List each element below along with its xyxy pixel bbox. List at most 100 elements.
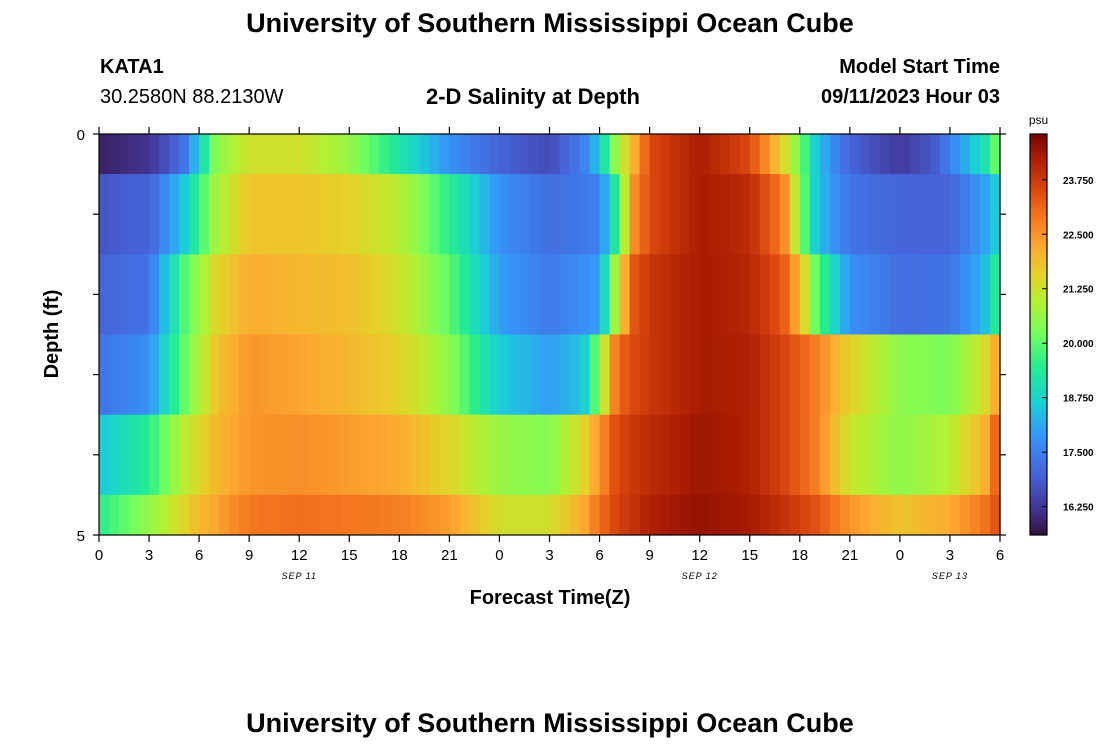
heatmap-cell xyxy=(499,254,511,335)
heatmap-cell xyxy=(179,494,190,536)
heatmap-cell xyxy=(749,414,761,496)
heatmap-cell xyxy=(969,414,981,496)
heatmap-cell xyxy=(139,134,150,175)
heatmap-cell xyxy=(949,494,961,536)
heatmap-cell xyxy=(969,494,981,536)
colorbar-tick-label: 21.250 xyxy=(1063,285,1094,296)
colorbar-segment xyxy=(1030,418,1047,422)
heatmap-cell xyxy=(649,174,661,255)
heatmap-cell xyxy=(729,254,741,335)
heatmap-cell xyxy=(479,494,491,536)
heatmap-cell xyxy=(849,494,861,536)
heatmap-cell xyxy=(359,494,370,536)
heatmap-cell xyxy=(189,254,200,335)
heatmap-cell xyxy=(619,174,631,255)
heatmap-cell xyxy=(389,494,400,536)
heatmap-cell xyxy=(689,334,701,416)
heatmap-cell xyxy=(499,174,511,255)
heatmap-cell xyxy=(679,414,691,496)
colorbar-segment xyxy=(1030,431,1047,436)
heatmap-cell xyxy=(879,494,891,536)
colorbar-segment xyxy=(1030,444,1047,449)
heatmap-cell xyxy=(399,334,410,416)
heatmap-cell xyxy=(589,134,601,175)
heatmap-cell xyxy=(309,494,320,536)
heatmap-cell xyxy=(769,254,781,335)
heatmap-cell xyxy=(569,334,581,416)
heatmap-cell xyxy=(659,494,671,536)
heatmap-cell xyxy=(659,254,671,335)
heatmap-cell xyxy=(249,334,260,416)
colorbar-tick-label: 23.750 xyxy=(1063,176,1094,187)
heatmap-cell xyxy=(839,254,851,335)
colorbar-segment xyxy=(1030,501,1047,506)
colorbar-segment xyxy=(1030,411,1047,416)
colorbar-segment xyxy=(1030,387,1047,392)
heatmap-cell xyxy=(799,414,811,496)
colorbar-segment xyxy=(1030,204,1047,209)
colorbar-segment xyxy=(1030,144,1047,148)
colorbar-segment xyxy=(1030,531,1047,536)
heatmap-cell xyxy=(769,174,781,255)
heatmap-cell xyxy=(329,414,340,496)
heatmap-cell xyxy=(269,494,280,536)
heatmap-cell xyxy=(269,254,280,335)
heatmap-cell xyxy=(209,254,220,335)
heatmap-cell xyxy=(799,174,811,255)
colorbar-segment xyxy=(1030,341,1047,346)
heatmap-cell xyxy=(929,254,941,335)
heatmap-cell xyxy=(919,254,931,335)
heatmap-cell xyxy=(729,334,741,416)
colorbar-segment xyxy=(1030,184,1047,188)
heatmap-cell xyxy=(589,174,601,255)
heatmap-cell xyxy=(229,494,240,536)
heatmap-cell xyxy=(519,254,531,335)
heatmap-cell xyxy=(609,134,621,175)
heatmap-cell xyxy=(249,134,260,175)
heatmap-cell xyxy=(769,494,781,536)
heatmap-cell xyxy=(549,254,561,335)
heatmap-cell xyxy=(579,494,591,536)
heatmap-cell xyxy=(599,134,611,175)
heatmap-cell xyxy=(369,334,380,416)
heatmap-cell xyxy=(239,494,250,536)
heatmap-cell xyxy=(599,254,611,335)
heatmap-cell xyxy=(939,334,951,416)
model-start-label: Model Start Time xyxy=(839,56,1000,78)
heatmap-cell xyxy=(299,254,310,335)
heatmap-cell xyxy=(779,254,791,335)
heatmap-cell xyxy=(459,494,471,536)
colorbar-segment xyxy=(1030,494,1047,499)
heatmap-cell xyxy=(419,254,430,335)
heatmap-cell xyxy=(789,254,801,335)
heatmap-cell xyxy=(869,334,881,416)
heatmap-cell xyxy=(839,134,851,175)
heatmap-cell xyxy=(959,174,971,255)
heatmap-cell xyxy=(569,494,581,536)
heatmap-cell xyxy=(679,254,691,335)
colorbar-segment xyxy=(1030,471,1047,476)
plot-axes: 0 3 6 9 12 15 18 21 0 3 6 9 12 15 18 21 0 3 6 SEP 11 SEP 12 S… xyxy=(77,127,1006,581)
heatmap-cell xyxy=(769,134,781,175)
heatmap-cell xyxy=(859,334,871,416)
heatmap-cell xyxy=(179,334,190,416)
heatmap-cell xyxy=(249,254,260,335)
heatmap-cell xyxy=(299,174,310,255)
colorbar-segment xyxy=(1030,240,1047,245)
heatmap-cell xyxy=(829,174,841,255)
heatmap-cell xyxy=(739,414,751,496)
colorbar-segment xyxy=(1030,260,1047,265)
heatmap-cell xyxy=(379,414,390,496)
heatmap-cell xyxy=(549,174,561,255)
heatmap-cell xyxy=(879,134,891,175)
colorbar-segment xyxy=(1030,404,1047,409)
heatmap-cell xyxy=(799,494,811,536)
heatmap-cell xyxy=(599,414,611,496)
colorbar-segment xyxy=(1030,250,1047,255)
heatmap-cell xyxy=(449,334,460,416)
colorbar-segment xyxy=(1030,461,1047,466)
colorbar-segment xyxy=(1030,351,1047,356)
heatmap-cell xyxy=(639,254,651,335)
heatmap-cell xyxy=(269,414,280,496)
heatmap-cell xyxy=(289,494,300,536)
